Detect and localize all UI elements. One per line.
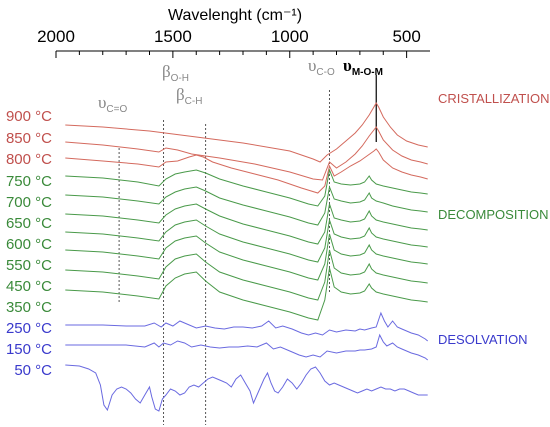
temperature-label: 150 °C bbox=[6, 341, 52, 358]
series-line bbox=[65, 185, 428, 226]
series-line bbox=[65, 102, 428, 163]
x-tick-label: 1000 bbox=[271, 27, 309, 46]
x-axis-ticks bbox=[55, 51, 408, 58]
x-tick-label: 2000 bbox=[37, 27, 75, 46]
region-label-desolvation: DESOLVATION bbox=[438, 332, 528, 347]
series-line bbox=[65, 168, 428, 207]
band-annotation: βO-H bbox=[162, 62, 189, 84]
band-annotation: βC-H bbox=[176, 85, 202, 107]
series-line bbox=[65, 233, 428, 281]
temperature-label: 750 °C bbox=[6, 173, 52, 190]
band-annotation: υC=O bbox=[98, 93, 127, 115]
series-line bbox=[65, 203, 428, 245]
temperature-label: 700 °C bbox=[6, 194, 52, 211]
temperature-label: 600 °C bbox=[6, 236, 52, 253]
band-annotation: υC-O bbox=[308, 56, 335, 78]
region-labels: CRISTALLIZATION DECOMPOSITION DESOLVATION bbox=[438, 91, 549, 347]
x-axis-title: Wavelenght (cm⁻¹) bbox=[168, 7, 302, 24]
temperature-label: 450 °C bbox=[6, 278, 52, 295]
temperature-label: 250 °C bbox=[6, 320, 52, 337]
x-tick-label: 1500 bbox=[154, 27, 192, 46]
series-line bbox=[65, 148, 428, 194]
temperature-label: 800 °C bbox=[6, 151, 52, 168]
region-label-cristallization: CRISTALLIZATION bbox=[438, 91, 549, 106]
annotation-guides bbox=[118, 75, 377, 425]
temperature-label: 850 °C bbox=[6, 130, 52, 147]
series-line bbox=[65, 364, 428, 412]
temperature-label: 650 °C bbox=[6, 215, 52, 232]
series-line bbox=[65, 249, 428, 301]
series-line bbox=[65, 311, 429, 342]
temperature-labels: 900 °C 850 °C 800 °C 750 °C 700 °C 650 °C 600 … bbox=[6, 108, 52, 379]
spectra-series bbox=[65, 102, 429, 412]
temperature-label: 900 °C bbox=[6, 108, 52, 125]
series-line bbox=[65, 333, 429, 361]
temperature-label: 550 °C bbox=[6, 257, 52, 274]
series-line bbox=[65, 126, 428, 181]
series-line bbox=[65, 219, 428, 263]
temperature-label: 50 °C bbox=[14, 362, 52, 379]
temperature-label: 350 °C bbox=[6, 299, 52, 316]
x-tick-label: 500 bbox=[392, 27, 420, 46]
region-label-decomposition: DECOMPOSITION bbox=[438, 207, 549, 222]
band-annotations: υC=O βO-HβC-H υC-O υM-O-M bbox=[98, 56, 383, 115]
band-annotation: υM-O-M bbox=[343, 56, 383, 78]
x-axis-tick-labels: 2000 1500 1000 500 bbox=[37, 27, 421, 46]
series-line bbox=[65, 267, 428, 321]
